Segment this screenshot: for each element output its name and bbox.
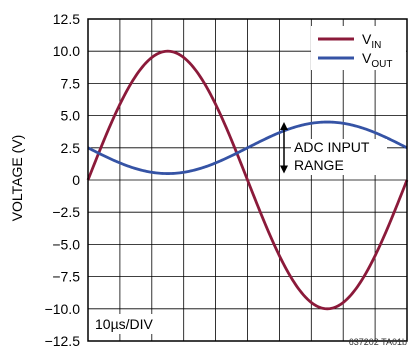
y-tick-label: 12.5 (53, 11, 80, 27)
y-tick-label: −2.5 (52, 204, 80, 220)
legend-background (311, 26, 406, 70)
annotation-line2: RANGE (294, 157, 344, 173)
annotation-line1: ADC INPUT (294, 139, 370, 155)
y-tick-label: 7.5 (61, 75, 81, 91)
y-axis-label: VOLTAGE (V) (9, 135, 25, 222)
legend-label-vin: VIN (362, 31, 381, 51)
y-tick-label: 5.0 (61, 108, 81, 124)
series-line-v-in (86, 49, 409, 311)
y-axis-ticks: 12.5 10.0 7.5 5.0 2.5 0 −2.5 −5.0 −7.5 −10.0 −12.5 (45, 11, 81, 348)
annotation-background (291, 139, 387, 175)
chart-series (86, 49, 409, 311)
adc-range-annotation: ADC INPUT RANGE (280, 122, 387, 175)
y-tick-label: −5.0 (52, 236, 80, 252)
y-tick-label: −12.5 (45, 333, 81, 348)
y-tick-label: −10.0 (45, 301, 81, 317)
range-arrow-head-top (280, 122, 288, 131)
y-tick-label: 2.5 (61, 140, 81, 156)
range-arrow-head-bottom (280, 165, 288, 174)
legend-label-vout: VOUT (362, 50, 392, 70)
y-tick-label: −7.5 (52, 269, 80, 285)
x-axis-label: 10µs/DIV (95, 316, 154, 332)
legend: VIN VOUT (311, 26, 406, 70)
series-line-v-out (87, 120, 408, 175)
figure-id: 637202 TA01b (349, 337, 407, 347)
plot-frame (87, 18, 408, 342)
time-scale-note: 10µs/DIV (91, 314, 163, 334)
time-scale-background (91, 314, 163, 334)
y-tick-label: 0 (72, 172, 80, 188)
y-tick-label: 10.0 (53, 43, 80, 59)
